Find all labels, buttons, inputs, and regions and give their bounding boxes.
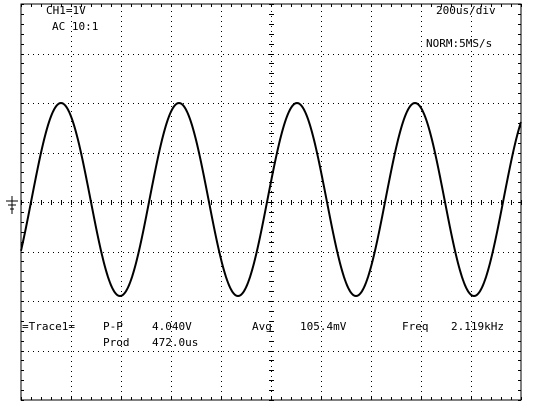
- prod-value: 472.0us: [152, 336, 199, 349]
- avg-value: 105.4mV: [300, 320, 347, 333]
- freq-value: 2.119kHz: [451, 320, 504, 333]
- freq-name: Freq: [402, 320, 429, 333]
- prod-name: Prod: [103, 336, 130, 349]
- graticule-grid: [21, 4, 522, 401]
- pp-name: P-P: [103, 320, 123, 333]
- avg-name: Avg: [252, 320, 272, 333]
- channel-coupling: AC 10:1: [52, 20, 99, 33]
- ground-marker-icon: [6, 196, 18, 214]
- channel-setting: CH1=1V: [46, 4, 86, 17]
- waveform-trace: [20, 101, 522, 298]
- timebase-setting: 200us/div: [436, 4, 496, 17]
- trace-label: =Trace1=: [22, 320, 75, 333]
- pp-value: 4.040V: [152, 320, 192, 333]
- acquisition-mode: NORM:5MS/s: [426, 37, 493, 50]
